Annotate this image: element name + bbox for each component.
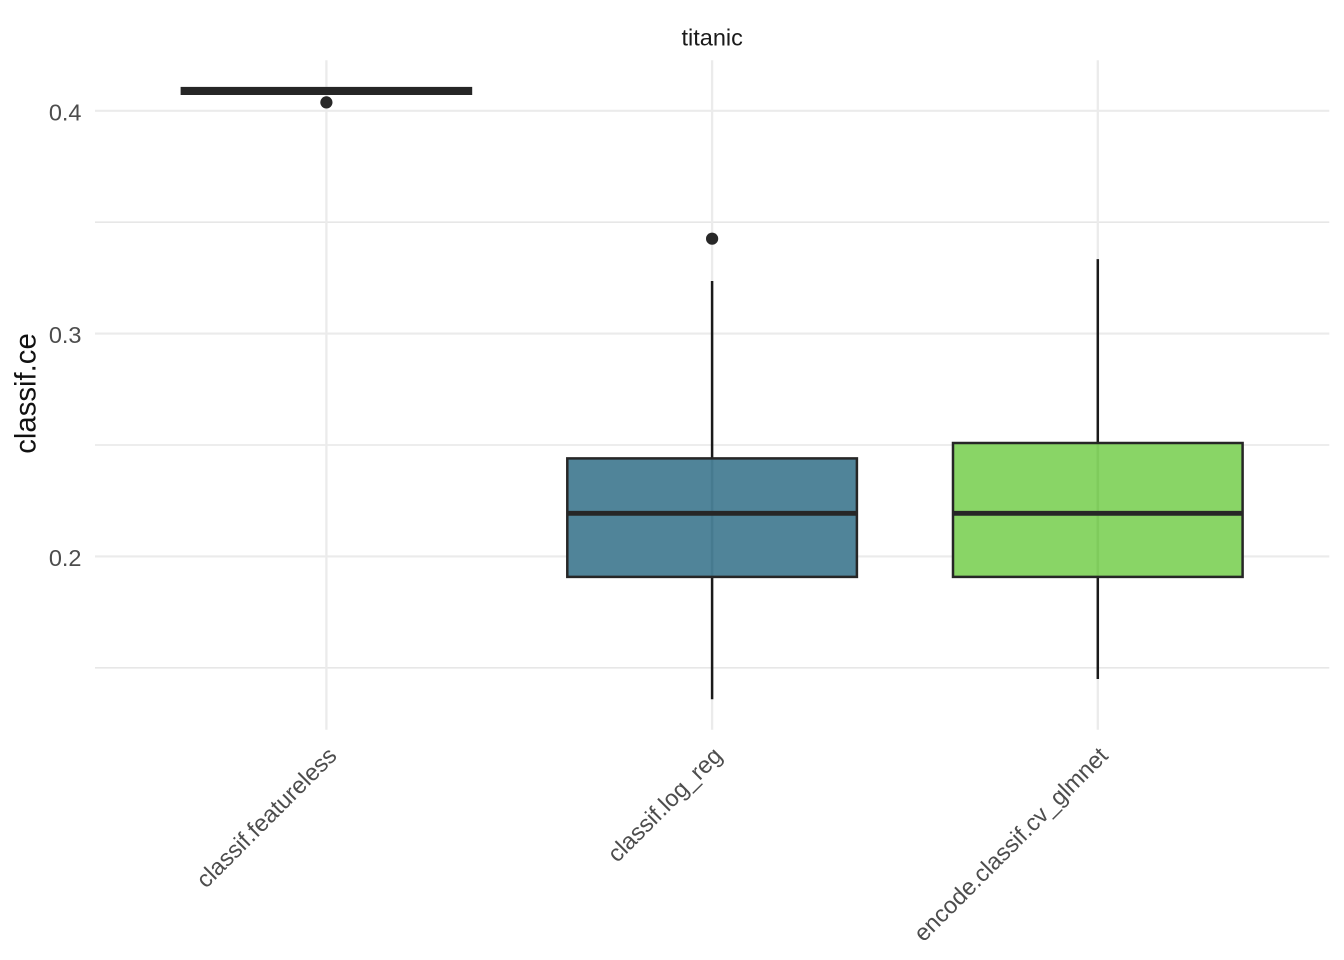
svg-text:0.4: 0.4 bbox=[49, 99, 82, 125]
svg-text:0.3: 0.3 bbox=[49, 322, 82, 348]
svg-text:classif.ce: classif.ce bbox=[10, 333, 43, 453]
svg-text:0.2: 0.2 bbox=[49, 545, 82, 571]
svg-text:titanic: titanic bbox=[682, 25, 744, 51]
